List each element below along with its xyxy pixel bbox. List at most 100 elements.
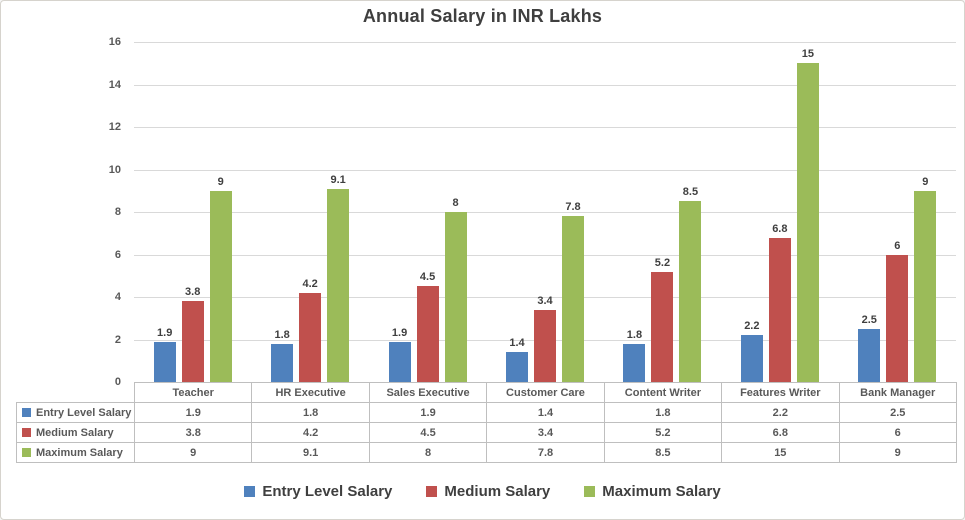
bar-data-label: 1.9 — [391, 326, 408, 339]
bar-data-label: 9 — [217, 175, 224, 188]
gridline — [134, 254, 956, 256]
table-value-cell: 7.8 — [486, 442, 605, 463]
bar-entry-level-salary — [153, 341, 176, 382]
bar-data-label: 5.2 — [654, 256, 671, 269]
table-category-header: Bank Manager — [838, 382, 957, 403]
bar-medium-salary — [181, 301, 204, 382]
bar-entry-level-salary — [388, 341, 411, 382]
plot-area: 1.9 3.8 9 1.8 4.2 9.1 1.9 4.5 8 1.4 3.4 7.8 1.8 5.2 8.… — [134, 42, 956, 383]
bar-data-label: 7.8 — [565, 201, 581, 214]
bar-entry-level-salary — [506, 352, 528, 382]
legend-label: Maximum Salary — [602, 483, 721, 500]
bar-maximum-salary — [679, 201, 702, 382]
table-value-cell: 9.1 — [251, 442, 370, 463]
bar-maximum-salary — [444, 212, 467, 382]
table-category-header: Sales Executive — [368, 382, 488, 403]
table-category-header: Teacher — [133, 382, 253, 403]
table-value-cell: 9 — [838, 442, 957, 463]
table-value-cell: 2.5 — [838, 402, 957, 423]
gridline — [134, 212, 956, 213]
bar-entry-level-salary — [623, 343, 646, 382]
table-value-cell: 1.8 — [251, 402, 370, 423]
bar-data-label: 6 — [894, 239, 901, 252]
bar-medium-salary — [299, 292, 322, 382]
bar-data-label: 8 — [452, 197, 459, 209]
table-corner-blank — [17, 383, 135, 403]
table-value-cell: 2.2 — [721, 402, 840, 423]
table-row: Maximum Salary 9 9.1 8 7.8 8.5 15 9 — [16, 442, 957, 463]
legend-key-icon — [584, 486, 596, 497]
bar-data-label: 1.8 — [626, 328, 643, 341]
bar-medium-salary — [768, 237, 791, 382]
y-axis-tick-label: 14 — [108, 78, 121, 91]
table-category-header: Customer Care — [486, 382, 605, 403]
y-axis-tick-label: 8 — [114, 206, 121, 218]
bar-data-label: 2.2 — [744, 320, 760, 333]
chart-title: Annual Salary in INR Lakhs — [362, 6, 603, 26]
bar-maximum-salary — [327, 188, 350, 382]
legend-label: Medium Salary — [444, 483, 551, 500]
table-value-cell: 1.9 — [368, 402, 488, 423]
table-category-header: Content Writer — [603, 382, 723, 403]
bar-data-label: 1.8 — [274, 328, 290, 341]
legend-label: Entry Level Salary — [262, 483, 393, 500]
y-axis-tick-label: 0 — [114, 376, 121, 388]
bar-data-label: 9 — [922, 175, 929, 188]
bar-entry-level-salary — [271, 343, 294, 382]
bar-maximum-salary — [562, 216, 584, 382]
bar-data-label: 8.5 — [682, 186, 699, 199]
legend: Entry Level Salary Medium Salary Maximum S… — [1, 483, 964, 500]
y-axis-tick-label: 16 — [108, 36, 121, 48]
legend-key-icon — [426, 486, 438, 497]
gridline — [134, 84, 956, 86]
table-value-cell: 1.8 — [603, 402, 723, 423]
bar-maximum-salary — [209, 190, 232, 382]
series-key-icon — [22, 427, 31, 437]
table-category-header: HR Executive — [251, 382, 370, 403]
bar-data-label: 3.4 — [537, 294, 553, 307]
table-value-cell: 5.2 — [603, 422, 723, 443]
table-value-cell: 6 — [838, 422, 957, 443]
table-value-cell: 8.5 — [603, 442, 723, 463]
table-value-cell: 8 — [368, 442, 488, 463]
bar-data-label: 4.5 — [419, 271, 436, 284]
bar-data-label: 2.5 — [861, 313, 877, 326]
table-series-label: Entry Level Salary — [16, 402, 135, 423]
table-value-cell: 6.8 — [721, 422, 840, 443]
gridline — [134, 169, 956, 171]
series-key-icon — [22, 447, 31, 457]
legend-item: Medium Salary — [426, 483, 550, 500]
table-series-label: Medium Salary — [16, 422, 135, 443]
bar-data-label: 6.8 — [772, 222, 788, 235]
bar-medium-salary — [416, 286, 439, 382]
bar-maximum-salary — [914, 190, 937, 382]
bar-data-label: 1.4 — [509, 337, 525, 350]
table-value-cell: 3.8 — [133, 422, 253, 443]
table-value-cell: 1.4 — [486, 402, 605, 423]
table-value-cell: 4.5 — [368, 422, 488, 443]
y-axis-tick-label: 10 — [108, 163, 121, 176]
y-axis-tick-label: 4 — [114, 291, 121, 303]
y-axis-tick-label: 12 — [108, 121, 121, 133]
bar-data-label: 15 — [801, 48, 814, 61]
gridline — [134, 42, 956, 43]
bar-data-label: 4.2 — [302, 277, 318, 290]
legend-item: Entry Level Salary — [244, 483, 392, 500]
series-key-icon — [22, 407, 31, 417]
bar-data-label: 9.1 — [330, 173, 346, 186]
table-value-cell: 3.4 — [486, 422, 605, 443]
bar-entry-level-salary — [858, 328, 881, 382]
data-table: Teacher HR Executive Sales Executive Custom… — [16, 382, 957, 463]
table-row: Entry Level Salary 1.9 1.8 1.9 1.4 1.8 2.2 2.5 — [16, 402, 957, 423]
table-value-cell: 9 — [133, 442, 253, 463]
gridline — [134, 297, 956, 298]
gridline — [134, 127, 956, 128]
table-value-cell: 15 — [721, 442, 840, 463]
bar-medium-salary — [651, 271, 674, 382]
bar-data-label: 3.8 — [185, 286, 201, 299]
y-axis-tick-label: 2 — [114, 333, 121, 346]
table-category-header: Features Writer — [721, 382, 840, 403]
table-series-label: Maximum Salary — [16, 442, 135, 463]
legend-item: Maximum Salary — [584, 483, 721, 500]
